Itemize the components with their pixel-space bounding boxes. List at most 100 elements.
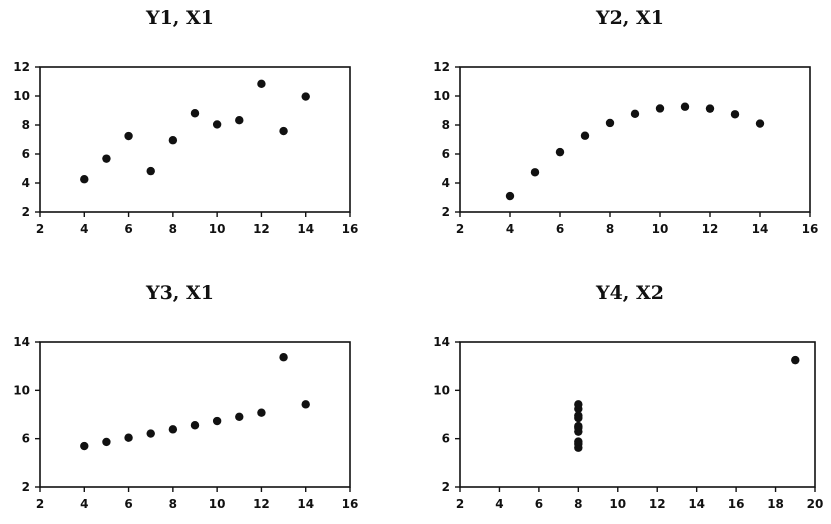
y-tick-label: 2 <box>22 480 30 494</box>
x-tick-label: 12 <box>253 497 270 511</box>
x-tick-label: 16 <box>342 497 359 511</box>
data-point <box>257 79 266 89</box>
data-point <box>755 119 765 128</box>
data-point <box>301 92 310 101</box>
x-tick-label: 8 <box>169 497 177 511</box>
plot-frame <box>39 66 351 213</box>
x-tick-label: 4 <box>80 222 88 236</box>
data-point <box>146 429 155 438</box>
data-point <box>791 355 800 365</box>
y-tick-label: 6 <box>442 432 450 446</box>
data-point <box>574 411 583 420</box>
y-tick-label: 12 <box>13 60 30 74</box>
data-point <box>680 102 690 111</box>
data-point <box>168 136 178 145</box>
x-tick-label: 6 <box>556 222 564 236</box>
chart-panel-1: Y1, X1 2 4 6 8 10 12 14 16 2 4 6 8 10 12 <box>13 7 358 236</box>
data-point <box>730 110 740 119</box>
y-tick-label: 10 <box>433 383 450 397</box>
chart-panel-4: Y4, X2 2 4 6 8 10 12 14 16 18 20 2 6 10 14 <box>433 282 823 511</box>
chart-panel-3: Y3, X1 2 4 6 8 10 12 14 16 2 6 10 14 <box>13 282 358 511</box>
x-tick-label: 8 <box>574 497 582 511</box>
y-tick-label: 6 <box>22 432 30 446</box>
x-tick-label: 4 <box>506 222 514 236</box>
x-tick-label: 8 <box>606 222 614 236</box>
x-tick-label: 16 <box>802 222 819 236</box>
data-point <box>80 441 89 451</box>
data-point <box>580 131 590 140</box>
data-point <box>301 400 310 409</box>
chart-title: Y2, X1 <box>595 7 664 29</box>
data-point <box>124 433 133 442</box>
y-tick-label: 8 <box>442 118 450 132</box>
y-tick-label: 8 <box>22 118 30 132</box>
y-tick-label: 10 <box>433 89 450 103</box>
x-tick-label: 2 <box>456 222 464 236</box>
data-point <box>190 109 200 118</box>
x-tick-label: 6 <box>535 497 543 511</box>
data-point <box>705 104 715 113</box>
y-tick-label: 4 <box>442 176 450 190</box>
data-point <box>168 425 178 434</box>
x-tick-label: 6 <box>124 497 132 511</box>
x-tick-label: 12 <box>649 497 666 511</box>
data-point <box>212 416 222 426</box>
data-point <box>505 191 515 201</box>
data-point <box>655 104 665 113</box>
data-point <box>102 437 111 447</box>
y-tick-label: 2 <box>442 205 450 219</box>
x-tick-label: 2 <box>36 222 44 236</box>
data-point <box>124 131 133 141</box>
y-tick-label: 2 <box>442 480 450 494</box>
plot-frame <box>459 66 811 213</box>
x-tick-label: 10 <box>209 497 226 511</box>
x-tick-label: 6 <box>124 222 132 236</box>
plot-frame <box>459 341 816 488</box>
data-point <box>212 120 222 129</box>
x-tick-label: 10 <box>609 497 626 511</box>
x-tick-label: 20 <box>807 497 824 511</box>
data-point <box>257 408 266 417</box>
data-point <box>279 353 288 362</box>
plot-frame <box>39 341 351 488</box>
x-tick-label: 14 <box>752 222 769 236</box>
data-point <box>102 154 111 163</box>
y-tick-label: 6 <box>22 147 30 161</box>
data-point <box>80 175 89 184</box>
x-tick-label: 14 <box>688 497 705 511</box>
data-point <box>574 400 583 409</box>
x-tick-label: 14 <box>297 497 314 511</box>
y-tick-label: 14 <box>13 335 30 349</box>
x-tick-label: 16 <box>728 497 745 511</box>
x-tick-label: 2 <box>36 497 44 511</box>
data-point <box>235 116 244 125</box>
x-tick-label: 16 <box>342 222 359 236</box>
x-tick-label: 18 <box>767 497 784 511</box>
y-tick-label: 10 <box>13 89 30 103</box>
y-tick-label: 10 <box>13 383 30 397</box>
data-point <box>279 126 288 136</box>
x-tick-label: 4 <box>80 497 88 511</box>
y-tick-label: 2 <box>22 205 30 219</box>
data-point <box>235 412 244 421</box>
data-point <box>605 118 615 128</box>
chart-title: Y3, X1 <box>145 282 214 304</box>
data-point <box>630 109 640 119</box>
data-point <box>190 421 200 430</box>
y-tick-label: 14 <box>433 335 450 349</box>
x-tick-label: 2 <box>456 497 464 511</box>
y-tick-label: 6 <box>442 147 450 161</box>
data-point <box>146 166 155 176</box>
x-tick-label: 12 <box>702 222 719 236</box>
x-tick-label: 14 <box>297 222 314 236</box>
x-tick-label: 8 <box>169 222 177 236</box>
chart-panel-2: Y2, X1 2 4 6 8 10 12 14 16 2 4 6 8 10 12 <box>433 7 818 236</box>
x-tick-label: 12 <box>253 222 270 236</box>
y-tick-label: 12 <box>433 60 450 74</box>
data-point <box>574 421 583 431</box>
chart-title: Y1, X1 <box>145 7 214 29</box>
data-point <box>574 437 583 446</box>
x-tick-label: 10 <box>209 222 226 236</box>
y-tick-label: 4 <box>22 176 30 190</box>
